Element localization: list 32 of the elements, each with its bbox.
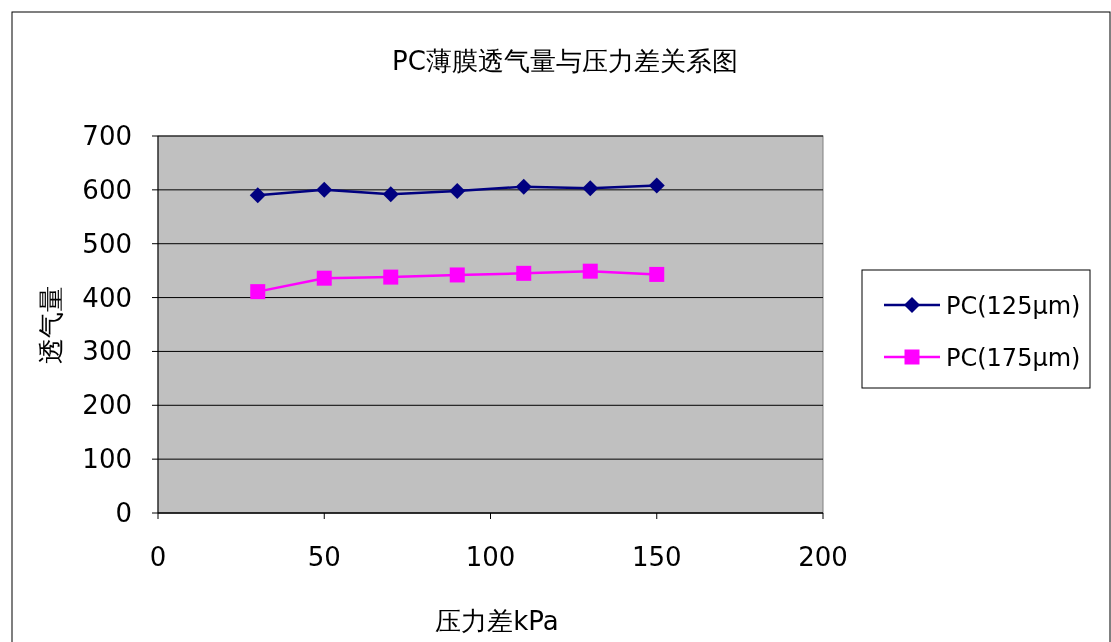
point bbox=[582, 180, 599, 197]
chart-title: PC薄膜透气量与压力差关系图 bbox=[392, 46, 738, 76]
x-tick-label: 0 bbox=[149, 542, 167, 572]
legend-label: PC(175μm) bbox=[946, 344, 1081, 372]
y-tick-label: 0 bbox=[115, 498, 132, 528]
legend-label: PC(125μm) bbox=[946, 292, 1081, 320]
point bbox=[648, 177, 665, 194]
y-tick-label: 200 bbox=[82, 390, 132, 421]
x-tick-label: 200 bbox=[798, 542, 848, 572]
point bbox=[383, 269, 399, 285]
x-tick-label: 100 bbox=[465, 542, 516, 572]
point bbox=[249, 187, 266, 204]
point bbox=[515, 178, 532, 195]
y-tick-label: 600 bbox=[82, 174, 132, 205]
point bbox=[516, 265, 532, 281]
point bbox=[316, 270, 332, 286]
x-tick-label: 150 bbox=[631, 542, 682, 572]
point bbox=[449, 267, 465, 283]
point bbox=[582, 263, 598, 279]
point bbox=[316, 181, 333, 198]
y-tick-label: 700 bbox=[82, 121, 132, 151]
point bbox=[382, 186, 399, 203]
y-tick-label: 500 bbox=[82, 228, 132, 259]
y-tick-label: 100 bbox=[82, 444, 132, 475]
y-tick-label: 400 bbox=[82, 282, 132, 313]
y-axis-title: 透气量 bbox=[36, 286, 66, 364]
point bbox=[449, 182, 466, 199]
x-tick-label: 50 bbox=[307, 542, 341, 572]
point bbox=[250, 284, 266, 300]
x-axis-title: 压力差kPa bbox=[435, 606, 559, 636]
point bbox=[649, 266, 665, 282]
y-tick-label: 300 bbox=[82, 336, 132, 367]
